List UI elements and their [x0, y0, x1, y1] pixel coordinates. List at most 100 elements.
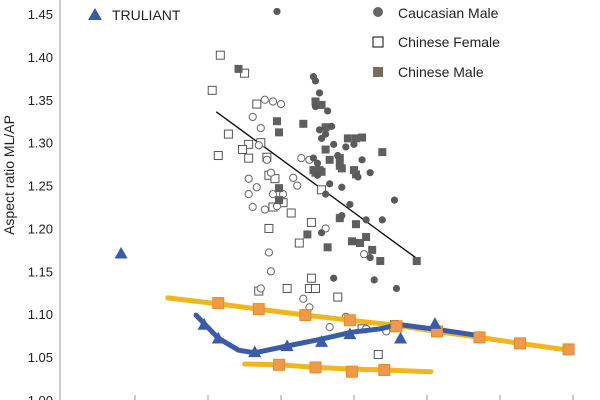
caucasian-male-open-point: [248, 112, 257, 122]
caucasian-male-point: [346, 200, 354, 209]
orange-upper-line: [165, 295, 572, 353]
truliant-point: [280, 339, 294, 352]
caucasian-male-point: [309, 154, 318, 162]
truliant-point: [211, 331, 225, 344]
chinese-male-point: [378, 148, 387, 157]
caucasian-male-open-point: [299, 294, 308, 303]
caucasian-male-open-point: [256, 123, 265, 133]
chinese-male-point: [323, 243, 332, 252]
x-axis: [134, 395, 574, 400]
caucasian-male-open-point: [256, 284, 265, 293]
chinese-male-point: [317, 100, 326, 109]
legend-marker-chinese-female: [372, 36, 384, 48]
y-tick-label: 1.40: [28, 50, 53, 65]
caucasian-male-open-point: [268, 190, 278, 199]
caucasian-male-open-point: [244, 174, 253, 183]
caucasian-male-open-point: [268, 97, 278, 106]
caucasian-male-open-point: [248, 202, 257, 212]
chinese-female-point: [244, 139, 254, 149]
orange-marker: [273, 358, 286, 371]
trend-line: [215, 111, 418, 260]
caucasian-male-open-point: [278, 190, 288, 199]
caucasian-male-open-point: [297, 154, 306, 163]
chinese-female-point: [223, 129, 233, 139]
legend-label-chinese-female: Chinese Female: [398, 34, 500, 50]
caucasian-male-open-point: [260, 205, 269, 214]
chinese-female-point: [294, 238, 304, 248]
legend-label-chinese-male: Chinese Male: [398, 64, 484, 80]
chinese-female-point: [240, 68, 250, 78]
orange-marker: [345, 365, 358, 378]
chinese-male-point: [376, 257, 385, 266]
y-axis-title: Aspect ratio ML/AP: [1, 115, 17, 235]
orange-marker: [562, 343, 575, 356]
chinese-male-point: [273, 117, 281, 126]
y-tick-label: 1.25: [28, 179, 53, 194]
y-tick-label: 1.20: [28, 221, 53, 236]
caucasian-male-point: [392, 284, 401, 293]
orange-marker: [473, 331, 486, 344]
caucasian-male-point: [358, 156, 366, 164]
caucasian-male-open-point: [244, 190, 253, 199]
chinese-female-point: [306, 217, 316, 227]
legend-marker-chinese-male: [373, 67, 383, 77]
chinese-female-point: [282, 283, 292, 293]
chinese-male-point: [303, 230, 312, 239]
chinese-male-point: [349, 166, 358, 175]
chinese-male-point: [275, 184, 284, 193]
caucasian-male-point: [328, 122, 336, 130]
chinese-male-point: [275, 128, 284, 137]
caucasian-male-point: [315, 89, 324, 97]
y-tick-label: 1.10: [28, 307, 53, 322]
caucasian-male-point: [315, 126, 324, 134]
chinese-female-point: [238, 145, 248, 155]
caucasian-male-point: [338, 183, 346, 191]
caucasian-male-point: [390, 196, 399, 204]
legend-label-truliant: TRULIANT: [112, 7, 181, 23]
y-tick-label: 1.30: [28, 136, 53, 151]
caucasian-male-point: [338, 211, 346, 220]
chinese-female-point: [213, 151, 223, 161]
caucasian-male-point: [326, 180, 334, 188]
caucasian-male-point: [324, 107, 332, 115]
caucasian-male-point: [313, 171, 322, 179]
chinese-male-point: [299, 119, 308, 128]
chinese-male-point: [234, 64, 243, 73]
legend-marker-truliant: [88, 8, 102, 20]
legend-marker-caucasian-male: [373, 7, 383, 17]
caucasian-male-point: [313, 159, 322, 167]
chinese-male-point: [321, 145, 330, 154]
truliant-point: [428, 317, 442, 329]
chinese-female-point: [373, 350, 383, 360]
chinese-female-point: [264, 223, 274, 233]
y-tick-label: 1.35: [28, 93, 53, 108]
orange-marker: [514, 337, 526, 350]
chinese-male-point: [351, 134, 360, 143]
caucasian-male-point: [317, 229, 326, 237]
chinese-male-point: [368, 245, 377, 254]
caucasian-male-point: [350, 140, 358, 148]
y-tick-label: 1.00: [28, 393, 53, 400]
chinese-male-point: [317, 167, 326, 176]
orange-marker: [390, 320, 403, 333]
caucasian-male-point: [366, 254, 374, 262]
chinese-female-point: [215, 50, 225, 60]
chinese-male-point: [337, 164, 346, 173]
caucasian-male-point: [366, 169, 374, 177]
caucasian-male-point: [322, 190, 330, 198]
caucasian-male-point: [273, 7, 281, 16]
caucasian-male-open-point: [260, 95, 269, 104]
chinese-female-point: [333, 292, 343, 302]
chinese-male-point: [321, 123, 330, 132]
caucasian-male-open-point: [262, 155, 271, 164]
truliant-point: [197, 318, 211, 330]
caucasian-male-open-point: [266, 168, 276, 177]
truliant-point: [315, 335, 329, 347]
orange-marker: [212, 297, 225, 310]
chinese-male-point: [362, 233, 371, 242]
legend-label-caucasian-male: Caucasian Male: [398, 5, 499, 21]
truliant-point: [248, 345, 262, 358]
caucasian-male-open-point: [266, 267, 276, 276]
caucasian-male-point: [370, 276, 378, 284]
caucasian-male-point: [322, 130, 330, 138]
